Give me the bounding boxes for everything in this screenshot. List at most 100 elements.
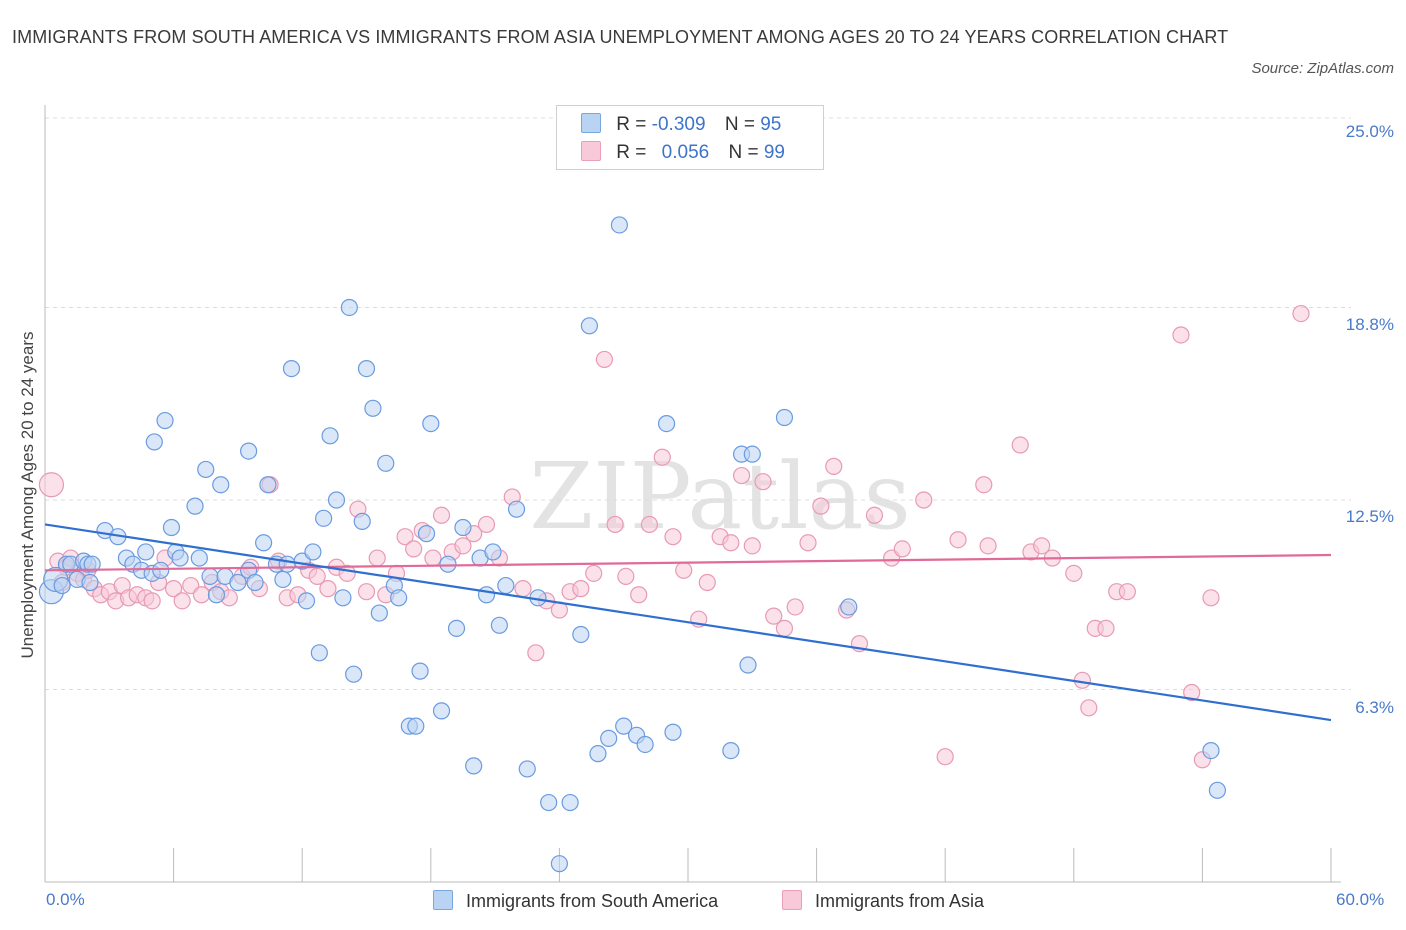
data-point-asia	[405, 540, 423, 558]
data-point-asia	[1292, 304, 1310, 323]
data-point-south-america	[162, 518, 181, 537]
data-point-south-america	[340, 298, 358, 317]
data-point-asia	[664, 528, 682, 546]
data-point-asia	[743, 537, 761, 555]
data-point-asia	[754, 473, 772, 491]
gridlines	[45, 117, 1351, 690]
data-point-south-america	[572, 625, 590, 644]
data-point-asia	[653, 448, 671, 466]
data-point-south-america	[411, 662, 429, 680]
data-point-south-america	[465, 757, 483, 775]
data-point-asia	[143, 592, 161, 610]
y-tick-label: 25.0%	[1345, 122, 1394, 141]
data-point-asia	[454, 537, 472, 555]
data-point-asia	[675, 561, 693, 579]
r-value: -0.309	[651, 114, 706, 135]
chart-title: IMMIGRANTS FROM SOUTH AMERICA VS IMMIGRA…	[12, 27, 1229, 47]
data-point-south-america	[407, 717, 425, 735]
data-point-south-america	[282, 359, 301, 378]
legend-row-south-america: R = -0.309 N = 95	[581, 113, 781, 136]
data-point-asia	[1080, 699, 1098, 717]
data-point-asia	[424, 549, 442, 567]
data-point-south-america	[447, 619, 466, 637]
data-point-asia	[812, 497, 830, 515]
chart-source: Source: ZipAtlas.com	[1251, 60, 1394, 77]
data-point-south-america	[278, 555, 296, 573]
pink-swatch	[782, 890, 802, 910]
data-point-south-america	[297, 592, 316, 610]
data-point-south-america	[507, 500, 526, 518]
data-point-asia	[396, 528, 414, 546]
data-point-asia	[514, 580, 532, 598]
data-point-south-america	[657, 415, 676, 433]
data-point-asia	[432, 506, 451, 524]
data-point-asia	[825, 457, 843, 475]
data-point-south-america	[484, 543, 502, 561]
data-point-south-america	[259, 476, 277, 494]
data-point-asia	[1065, 564, 1083, 582]
n-value: 95	[760, 114, 782, 135]
data-point-asia	[630, 586, 648, 604]
axes	[44, 105, 1341, 883]
data-point-south-america	[439, 555, 457, 573]
data-point-south-america	[81, 573, 99, 592]
data-point-south-america	[137, 543, 155, 561]
data-point-asia	[319, 580, 337, 598]
data-point-south-america	[615, 717, 633, 735]
data-point-asia	[732, 466, 751, 485]
x-tick-label: 0.0%	[46, 890, 85, 909]
data-point-asia	[572, 580, 590, 598]
data-point-south-america	[550, 855, 569, 873]
data-point-south-america	[334, 589, 352, 607]
y-axis-label: Unemployment Among Ages 20 to 24 years	[18, 331, 37, 659]
r-label: R =	[616, 142, 652, 163]
data-point-south-america	[454, 518, 472, 537]
data-point-south-america	[497, 576, 515, 595]
legend-row-asia: R = 0.056 N = 99	[581, 141, 785, 164]
data-point-asia	[640, 515, 659, 534]
data-point-asia	[915, 491, 933, 509]
trend-line-asia	[44, 553, 1332, 572]
n-label: N =	[728, 142, 764, 163]
data-point-south-america	[201, 567, 219, 586]
data-point-asia	[975, 476, 993, 494]
data-point-south-america	[1208, 781, 1227, 799]
legend-item-south-america: Immigrants from South America	[433, 890, 718, 912]
data-point-south-america	[315, 509, 333, 527]
data-point-south-america	[477, 586, 496, 604]
data-point-south-america	[345, 665, 363, 683]
data-point-south-america	[186, 497, 204, 515]
data-point-asia	[722, 534, 740, 552]
data-point-south-america	[664, 723, 682, 741]
data-point-south-america	[207, 586, 226, 604]
data-point-asia	[477, 515, 496, 534]
data-point-asia	[357, 583, 376, 601]
pink-swatch	[581, 141, 601, 161]
data-point-south-america	[212, 476, 230, 494]
data-point-asia	[698, 573, 716, 592]
blue-swatch	[433, 890, 453, 910]
data-point-south-america	[580, 317, 599, 335]
data-point-asia	[617, 567, 635, 586]
data-point-south-america	[417, 525, 436, 543]
series-asia-points	[38, 304, 1310, 769]
data-point-south-america	[589, 745, 607, 763]
n-value: 99	[763, 142, 785, 163]
data-point-asia	[936, 748, 954, 766]
data-point-south-america	[1202, 741, 1220, 760]
n-label: N =	[724, 114, 761, 135]
data-point-asia	[949, 531, 967, 549]
data-point-south-america	[357, 359, 376, 378]
legend-label: Immigrants from South America	[466, 891, 719, 911]
data-point-south-america	[353, 512, 371, 530]
data-point-south-america	[490, 616, 508, 634]
data-point-south-america	[518, 760, 536, 778]
series-south-america-points	[38, 216, 1227, 873]
r-label: R =	[616, 114, 652, 135]
data-point-asia	[595, 350, 614, 369]
data-point-south-america	[540, 793, 558, 812]
data-point-asia	[173, 592, 191, 610]
data-point-south-america	[364, 399, 382, 417]
data-point-asia	[799, 534, 817, 552]
